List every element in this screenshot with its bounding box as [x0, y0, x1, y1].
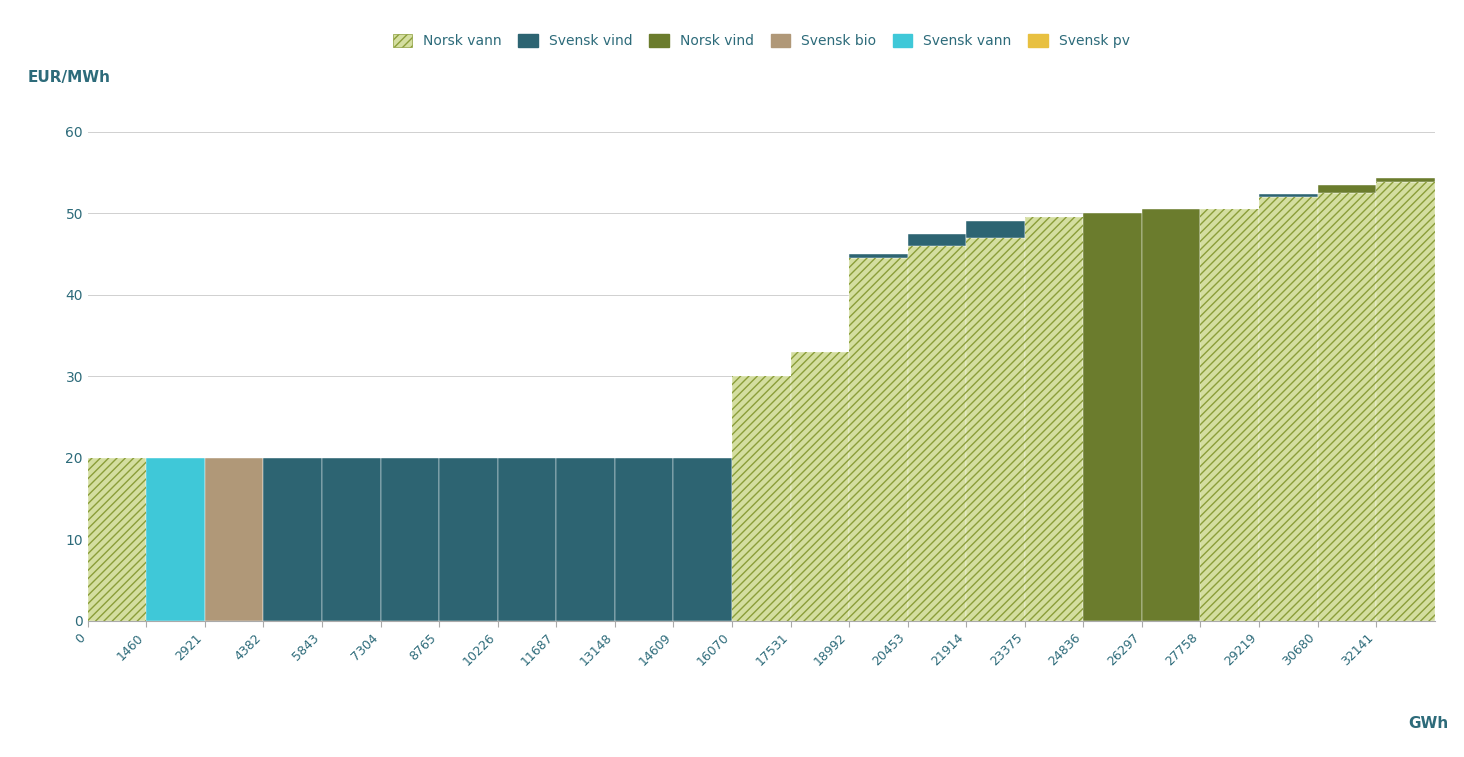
Bar: [732, 376, 791, 621]
Bar: [791, 352, 849, 621]
Bar: [1259, 197, 1318, 621]
Bar: [673, 458, 732, 621]
Bar: [1376, 182, 1435, 621]
Bar: [849, 254, 908, 258]
Bar: [146, 458, 205, 621]
Bar: [849, 258, 908, 621]
Bar: [966, 238, 1025, 621]
Bar: [1376, 182, 1435, 621]
Bar: [791, 352, 849, 621]
Bar: [1083, 213, 1142, 621]
Bar: [556, 458, 615, 621]
Bar: [322, 458, 381, 621]
Bar: [1318, 193, 1376, 621]
Bar: [88, 458, 146, 621]
Bar: [1200, 209, 1259, 621]
Bar: [264, 458, 322, 621]
Bar: [1200, 209, 1259, 621]
Bar: [1318, 193, 1376, 621]
Bar: [908, 233, 966, 246]
Bar: [1142, 209, 1200, 621]
Bar: [205, 458, 264, 621]
Bar: [439, 458, 498, 621]
Text: EUR/MWh: EUR/MWh: [28, 70, 110, 85]
Bar: [615, 458, 673, 621]
Bar: [88, 458, 146, 621]
Bar: [1376, 178, 1435, 182]
Bar: [381, 458, 439, 621]
Bar: [732, 376, 791, 621]
Bar: [498, 458, 556, 621]
Bar: [1318, 185, 1376, 193]
Bar: [966, 221, 1025, 238]
Bar: [1025, 217, 1083, 621]
Bar: [849, 258, 908, 621]
Bar: [908, 246, 966, 621]
Bar: [1025, 217, 1083, 621]
Legend: Norsk vann, Svensk vind, Norsk vind, Svensk bio, Svensk vann, Svensk pv: Norsk vann, Svensk vind, Norsk vind, Sve…: [386, 29, 1136, 54]
Text: GWh: GWh: [1408, 716, 1448, 731]
Bar: [1259, 197, 1318, 621]
Bar: [1259, 195, 1318, 197]
Bar: [966, 238, 1025, 621]
Bar: [908, 246, 966, 621]
